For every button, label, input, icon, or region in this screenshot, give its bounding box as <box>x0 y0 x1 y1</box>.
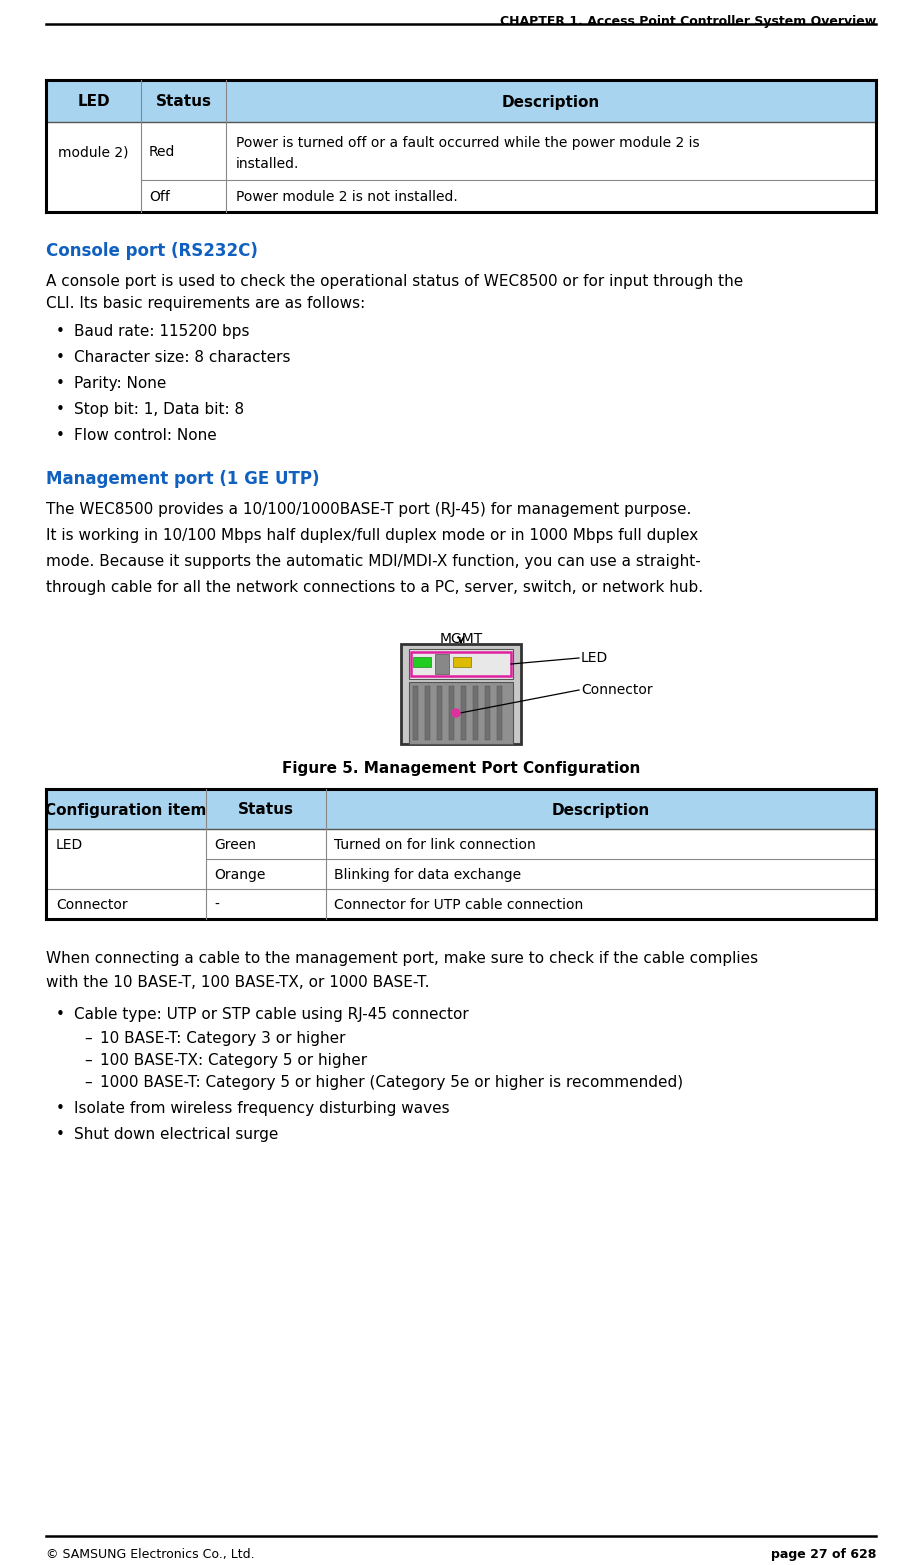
Text: Flow control: None: Flow control: None <box>74 427 217 443</box>
Text: module 2): module 2) <box>58 146 129 160</box>
Text: Red: Red <box>149 146 175 160</box>
Bar <box>461 685 466 740</box>
Text: •: • <box>56 402 65 416</box>
Text: Status: Status <box>238 803 294 817</box>
Text: 10 BASE-T: Category 3 or higher: 10 BASE-T: Category 3 or higher <box>100 1031 346 1045</box>
Text: –: – <box>84 1075 91 1089</box>
Text: CHAPTER 1. Access Point Controller System Overview: CHAPTER 1. Access Point Controller Syste… <box>500 16 876 28</box>
Text: The WEC8500 provides a 10/100/1000BASE-T port (RJ-45) for management purpose.: The WEC8500 provides a 10/100/1000BASE-T… <box>46 502 692 516</box>
Text: •: • <box>56 376 65 391</box>
Text: through cable for all the network connections to a PC, server, switch, or networ: through cable for all the network connec… <box>46 581 703 595</box>
Text: Stop bit: 1, Data bit: 8: Stop bit: 1, Data bit: 8 <box>74 402 244 416</box>
Bar <box>46 80 876 122</box>
Text: LED: LED <box>56 837 83 851</box>
Text: Parity: None: Parity: None <box>74 376 166 391</box>
Text: Configuration item: Configuration item <box>45 803 207 817</box>
Bar <box>449 685 454 740</box>
Bar <box>413 685 418 740</box>
Bar <box>401 645 521 743</box>
Text: Off: Off <box>149 189 170 203</box>
Text: •: • <box>56 324 65 340</box>
Text: Description: Description <box>502 94 600 110</box>
Text: •: • <box>56 1006 65 1022</box>
Text: Power module 2 is not installed.: Power module 2 is not installed. <box>236 189 457 203</box>
Text: Connector: Connector <box>581 682 653 696</box>
Text: Cable type: UTP or STP cable using RJ-45 connector: Cable type: UTP or STP cable using RJ-45… <box>74 1006 468 1022</box>
Text: Management port (1 GE UTP): Management port (1 GE UTP) <box>46 470 320 488</box>
Text: page 27 of 628: page 27 of 628 <box>771 1548 876 1560</box>
Text: Power is turned off or a fault occurred while the power module 2 is: Power is turned off or a fault occurred … <box>236 136 700 150</box>
Circle shape <box>452 709 460 717</box>
Text: MGMT: MGMT <box>440 632 482 646</box>
Text: It is working in 10/100 Mbps half duplex/full duplex mode or in 1000 Mbps full d: It is working in 10/100 Mbps half duplex… <box>46 527 698 543</box>
Bar <box>497 685 502 740</box>
Text: CLI. Its basic requirements are as follows:: CLI. Its basic requirements are as follo… <box>46 296 365 311</box>
Bar <box>411 653 511 676</box>
Text: Description: Description <box>552 803 650 817</box>
Text: –: – <box>84 1053 91 1067</box>
Bar <box>473 685 478 740</box>
Text: installed.: installed. <box>236 156 300 171</box>
Text: Figure 5. Management Port Configuration: Figure 5. Management Port Configuration <box>282 761 640 776</box>
Text: mode. Because it supports the automatic MDI/MDI-X function, you can use a straig: mode. Because it supports the automatic … <box>46 554 701 570</box>
Text: Console port (RS232C): Console port (RS232C) <box>46 243 258 260</box>
Text: Shut down electrical surge: Shut down electrical surge <box>74 1127 278 1142</box>
Text: –: – <box>84 1031 91 1045</box>
Text: LED: LED <box>581 651 609 665</box>
Text: Status: Status <box>156 94 211 110</box>
Bar <box>409 649 513 679</box>
Bar <box>435 654 449 675</box>
Text: 1000 BASE-T: Category 5 or higher (Category 5e or higher is recommended): 1000 BASE-T: Category 5 or higher (Categ… <box>100 1075 683 1089</box>
Bar <box>413 657 431 667</box>
Bar <box>46 789 876 829</box>
Text: Green: Green <box>214 837 256 851</box>
Text: -: - <box>214 898 219 912</box>
Text: Connector: Connector <box>56 898 127 912</box>
Bar <box>437 685 442 740</box>
Text: •: • <box>56 1102 65 1116</box>
Text: LED: LED <box>77 94 110 110</box>
Text: Blinking for data exchange: Blinking for data exchange <box>334 869 521 883</box>
Text: •: • <box>56 351 65 365</box>
Text: © SAMSUNG Electronics Co., Ltd.: © SAMSUNG Electronics Co., Ltd. <box>46 1548 254 1560</box>
Text: Orange: Orange <box>214 869 266 883</box>
Text: with the 10 BASE-T, 100 BASE-TX, or 1000 BASE-T.: with the 10 BASE-T, 100 BASE-TX, or 1000… <box>46 975 430 991</box>
Bar <box>485 685 490 740</box>
Text: Turned on for link connection: Turned on for link connection <box>334 837 536 851</box>
Text: Connector for UTP cable connection: Connector for UTP cable connection <box>334 898 584 912</box>
Text: Baud rate: 115200 bps: Baud rate: 115200 bps <box>74 324 250 340</box>
Text: Character size: 8 characters: Character size: 8 characters <box>74 351 290 365</box>
Text: 100 BASE-TX: Category 5 or higher: 100 BASE-TX: Category 5 or higher <box>100 1053 367 1067</box>
Bar <box>425 685 430 740</box>
Text: •: • <box>56 427 65 443</box>
Text: When connecting a cable to the management port, make sure to check if the cable : When connecting a cable to the managemen… <box>46 952 758 966</box>
Bar <box>453 657 471 667</box>
Text: •: • <box>56 1127 65 1142</box>
Text: A console port is used to check the operational status of WEC8500 or for input t: A console port is used to check the oper… <box>46 274 743 290</box>
Text: Isolate from wireless frequency disturbing waves: Isolate from wireless frequency disturbi… <box>74 1102 450 1116</box>
Bar <box>409 682 513 743</box>
